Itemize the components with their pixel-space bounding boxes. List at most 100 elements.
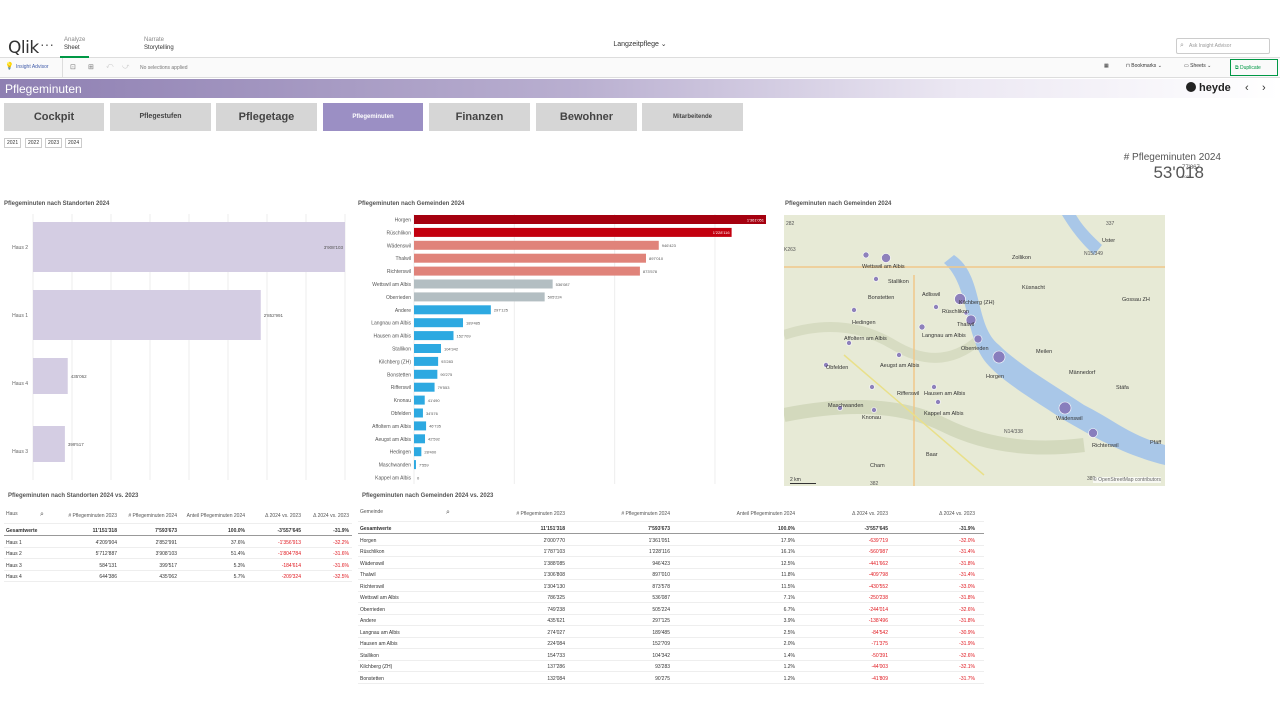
bar-haus-3[interactable] [33, 426, 65, 462]
bar-aeugst-am-albis[interactable] [414, 434, 426, 444]
table-cell: 1'306'808 [543, 572, 565, 578]
column-header-4[interactable]: Δ 2024 vs. 2023 [852, 511, 888, 517]
table-row[interactable]: Bonstetten 132'084 90'275 1.2% -41'809 -31.7% [358, 673, 984, 684]
category-label-maschwanden: Maschwanden [379, 463, 411, 469]
column-header-5[interactable]: Δ 2024 vs. 2023 [313, 513, 349, 519]
bar-hausen-am-albis[interactable] [414, 331, 454, 341]
column-header-0[interactable]: Gemeinde [360, 509, 384, 515]
year-2021-filter[interactable]: 2021 [4, 138, 22, 148]
column-header-5[interactable]: Δ 2024 vs. 2023 [939, 511, 975, 517]
grid-view-icon[interactable]: ▦ [1104, 63, 1109, 69]
nav-mitarbeitende-button[interactable]: Mitarbeitende [642, 103, 743, 131]
bar-horgen[interactable] [414, 215, 766, 224]
bar-oberrieden[interactable] [414, 292, 545, 302]
table-row[interactable]: Oberrieden 749'238 505'224 6.7% -244'014 -32.… [358, 604, 984, 615]
bar-hedingen[interactable] [414, 447, 422, 457]
bar-stallikon[interactable] [414, 344, 441, 353]
bar-haus-4[interactable] [33, 358, 68, 394]
next-sheet-icon[interactable]: › [1262, 82, 1266, 94]
map-label-stallikon: Stallikon [888, 279, 909, 285]
gemeinden-map[interactable]: 337 N15/349 282 K263 N14/338 382 389 Zol… [784, 215, 1165, 486]
duplicate-button[interactable]: ⧉ Duplicate [1230, 59, 1278, 76]
bookmarks-button[interactable]: ⊓ Bookmarks ⌄ [1126, 63, 1162, 69]
year-2023-filter[interactable]: 2023 [45, 138, 63, 148]
table-row[interactable]: Horgen 2'000'770 1'361'051 17.9% -639'719 -32… [358, 535, 984, 546]
table-row[interactable]: Thalwil 1'306'808 897'010 11.8% -409'798 -31.… [358, 569, 984, 580]
bar-andere[interactable] [414, 305, 491, 315]
table-row[interactable]: Hausen am Albis 224'084 152'709 2.0% -71'375… [358, 638, 984, 649]
table-row[interactable]: Haus 4 644'386 435'062 5.7% -209'324 -32.5% [4, 571, 352, 582]
bar-rifferswil[interactable] [414, 382, 435, 392]
table-cell: -639'719 [868, 537, 888, 544]
category-label-andere: Andere [395, 308, 411, 314]
bar-knonau[interactable] [414, 395, 425, 405]
step-back-icon[interactable]: ⤺ [106, 63, 114, 70]
column-header-0[interactable]: Haus [6, 511, 18, 517]
bar-langnau-am-albis[interactable] [414, 318, 464, 328]
table-cell: -30.9% [959, 629, 975, 636]
bar-richterswil[interactable] [414, 266, 640, 276]
nav-cockpit-button[interactable]: Cockpit [4, 103, 104, 131]
tab-analyze-sheet[interactable]: Analyze Sheet [60, 36, 90, 58]
table-row[interactable]: Stallikon 154'733 104'342 1.4% -50'391 -32.6% [358, 650, 984, 661]
table-cell: -31.9% [959, 641, 975, 647]
column-header-4[interactable]: Δ 2024 vs. 2023 [265, 513, 301, 519]
smart-search-icon[interactable]: ⊡ [70, 64, 76, 71]
column-header-2[interactable]: # Pflegeminuten 2024 [621, 511, 670, 517]
table-row[interactable]: Langnau am Albis 274'027 189'485 2.5% -84'54… [358, 627, 984, 638]
category-label-kilchberg-zh: Kilchberg (ZH) [379, 359, 412, 365]
year-2024-filter[interactable]: 2024 [65, 138, 83, 148]
column-header-3[interactable]: Anteil Pflegeminuten 2024 [736, 511, 795, 517]
sheets-button[interactable]: ▭ Sheets ⌄ [1184, 63, 1211, 69]
column-search-icon[interactable]: ⌕ [40, 511, 44, 518]
table-row[interactable]: Haus 2 5'712'887 3'908'103 51.4% -1'804'784 -… [4, 548, 352, 559]
data-label-wettswil-am-albis: 536'087 [556, 282, 571, 287]
total-row[interactable]: Gesamtwerte 11'151'318 7'593'673 100.0% -3'5… [4, 525, 352, 536]
bar-maschwanden[interactable] [414, 460, 416, 470]
table-row[interactable]: Kilchberg (ZH) 137'286 93'283 1.2% -44'003 -3… [358, 661, 984, 672]
nav-finanzen-button[interactable]: Finanzen [429, 103, 530, 131]
ask-insight-search[interactable]: ⌕ Ask Insight Advisor [1176, 38, 1270, 54]
qlik-logo[interactable]: Qlik [8, 38, 39, 58]
nav-bewohner-button[interactable]: Bewohner [536, 103, 637, 131]
standorte-bar-chart[interactable]: Haus 2 3'908'103 Haus 1 2'852'991 Haus 4 435'… [0, 212, 350, 482]
table-row[interactable]: Wädenswil 1'388'085 946'423 12.5% -441'662 -3… [358, 558, 984, 569]
column-header-1[interactable]: # Pflegeminuten 2023 [68, 513, 117, 519]
bar-kilchberg-zh[interactable] [414, 356, 439, 366]
table-row[interactable]: Richterswil 1'304'130 873'578 11.5% -430'552… [358, 581, 984, 592]
table-row[interactable]: Haus 3 584'131 399'517 5.3% -184'614 -31.6% [4, 560, 352, 571]
table-row[interactable]: Andere 435'621 297'125 3.9% -138'496 -31.8% [358, 615, 984, 626]
step-forward-icon[interactable]: ⤻ [122, 63, 130, 70]
bar-bonstetten[interactable] [414, 369, 438, 379]
bar-rüschlikon[interactable] [414, 227, 732, 237]
nav-pflegestufen-button[interactable]: Pflegestufen [110, 103, 211, 131]
table-cell: -32.5% [333, 574, 349, 580]
table-row[interactable]: Rüschlikon 1'787'103 1'228'116 16.1% -560'98… [358, 546, 984, 557]
bar-affoltern-am-albis[interactable] [414, 421, 427, 431]
column-header-3[interactable]: Anteil Pflegeminuten 2024 [186, 513, 245, 519]
more-menu-icon[interactable]: ··· [40, 36, 54, 52]
column-header-2[interactable]: # Pflegeminuten 2024 [128, 513, 177, 519]
nav-pflegetage-button[interactable]: Pflegetage [216, 103, 317, 131]
year-2022-filter[interactable]: 2022 [25, 138, 43, 148]
bar-obfelden[interactable] [414, 408, 423, 418]
data-label-andere: 297'125 [494, 308, 509, 313]
insight-advisor-button[interactable]: 💡 Insight Advisor [0, 58, 63, 77]
bar-wettswil-am-albis[interactable] [414, 279, 553, 289]
column-header-1[interactable]: # Pflegeminuten 2023 [516, 511, 565, 517]
table-row[interactable]: Haus 1 4'209'904 2'852'991 37.6% -1'356'913 -… [4, 537, 352, 548]
bar-haus-2[interactable] [33, 222, 345, 272]
bar-wädenswil[interactable] [414, 240, 659, 250]
gemeinden-bar-chart[interactable]: Horgen 1'361'051 Rüschlikon 1'228'116 Wädens… [355, 212, 775, 487]
tab-narrate-storytelling[interactable]: Narrate Storytelling [140, 36, 178, 58]
lasso-select-icon[interactable]: ⊞ [88, 64, 94, 71]
bar-haus-1[interactable] [33, 290, 261, 340]
sheet-header: Pflegeminuten [0, 79, 1280, 98]
total-row[interactable]: Gesamtwerte 11'151'318 7'593'673 100.0% -3'5… [358, 523, 984, 534]
column-search-icon[interactable]: ⌕ [446, 509, 450, 516]
bar-thalwil[interactable] [414, 253, 646, 263]
previous-sheet-icon[interactable]: ‹ [1245, 82, 1249, 94]
app-title-dropdown[interactable]: Langzeitpflege ⌄ [613, 41, 667, 48]
table-row[interactable]: Wettswil am Albis 786'325 536'087 7.1% -250'… [358, 592, 984, 603]
nav-pflegeminuten-button[interactable]: Pflegeminuten [323, 103, 423, 131]
